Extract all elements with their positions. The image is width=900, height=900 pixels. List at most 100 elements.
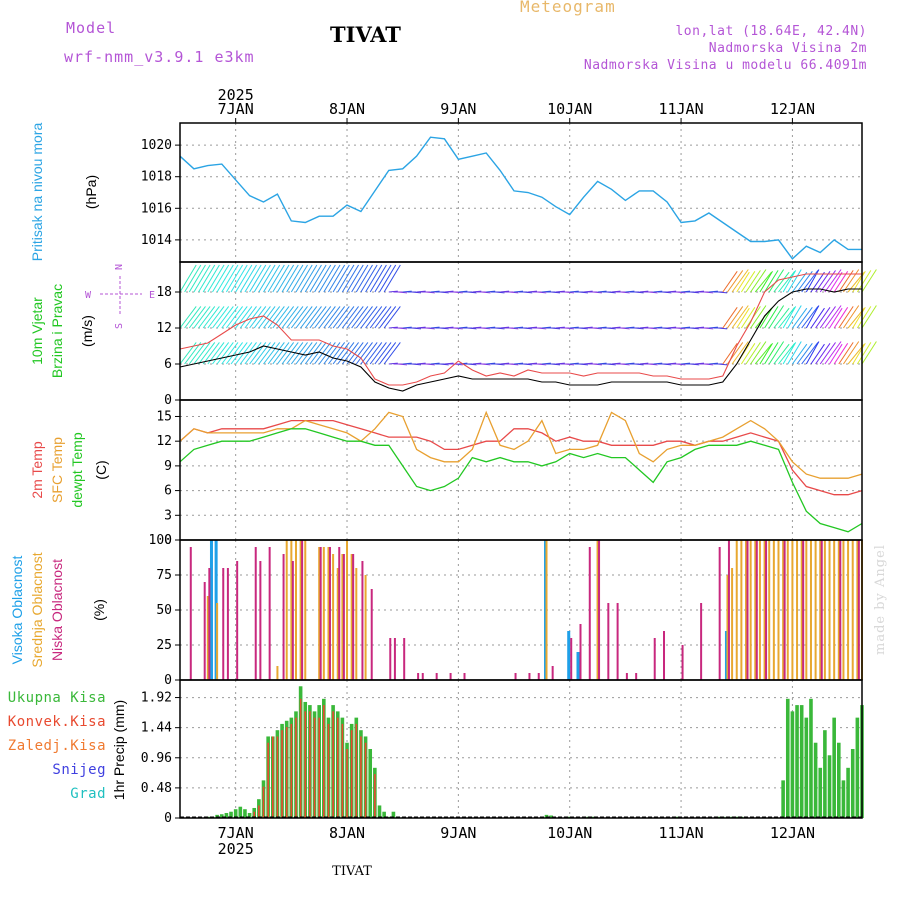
wind-arrow <box>379 306 397 329</box>
wind-arrow <box>625 362 635 365</box>
cloud-bar <box>635 673 638 680</box>
precip-unit-label: 1hr Precip (mm) <box>111 700 127 800</box>
wind-arrow <box>235 264 253 293</box>
wind-arrow <box>731 305 749 329</box>
wind-arrow <box>230 342 248 365</box>
wind-arrow <box>829 271 843 293</box>
wind-arrow <box>708 362 718 365</box>
wind-arrow <box>221 342 239 365</box>
precip-total-bar <box>795 705 799 818</box>
precip-legend-4: Grad <box>70 786 106 802</box>
cloud-bar <box>352 554 355 680</box>
wind-arrow <box>819 306 836 329</box>
y-tick-label: 100 <box>149 533 172 548</box>
cloud-bar <box>226 568 229 680</box>
wind-arrow <box>207 264 225 293</box>
wind-arrow <box>597 290 607 293</box>
wind-arrow <box>708 290 718 293</box>
panel-frame-precip <box>179 679 863 819</box>
y-tick-label: 1020 <box>141 138 172 153</box>
wind-arrow <box>374 342 392 365</box>
wind-arrow <box>759 343 773 365</box>
wind-arrow <box>676 291 686 294</box>
precip-total-bar <box>215 814 219 818</box>
wind-arrow <box>481 327 491 330</box>
precip-conv-bar <box>327 723 330 818</box>
wind-arrow <box>708 326 718 329</box>
wind-arrow <box>731 269 749 293</box>
wind-arrow <box>764 342 779 365</box>
wind-arrow <box>379 342 397 365</box>
wind-arrow <box>509 327 519 330</box>
wind-arrow <box>541 362 551 365</box>
wind-arrow <box>383 306 401 329</box>
wind-arrow <box>801 306 819 329</box>
y-tick-label: 6 <box>164 484 172 499</box>
precip-total-bar <box>809 698 813 818</box>
wind-arrow <box>648 327 658 330</box>
wind-arrow <box>782 270 797 293</box>
wind-arrow <box>565 291 575 294</box>
y-tick-label: 1018 <box>141 170 172 185</box>
wind-arrow <box>221 264 239 293</box>
pressure-side-label: Pritisak na nivou mora <box>29 123 45 262</box>
wind-arrow <box>551 327 561 330</box>
precip-conv-bar <box>350 730 353 818</box>
precip-total-bar <box>790 711 795 818</box>
wind-arrow <box>374 264 392 293</box>
precip-total-bar <box>238 806 243 818</box>
cloud-bar <box>839 540 842 680</box>
y-tick-label: 0 <box>164 533 172 548</box>
cloud-bar <box>545 540 548 680</box>
cloud-bar <box>726 575 729 680</box>
wind-arrow <box>782 306 797 329</box>
wind-arrow <box>300 306 318 329</box>
wind-arrow <box>472 362 482 365</box>
precip-total-bar <box>818 767 823 818</box>
wind-arrow <box>829 307 843 329</box>
wind-arrow <box>193 264 211 293</box>
cloud-bar <box>625 673 628 680</box>
precip-legend-0: Ukupna Kisa <box>8 690 106 706</box>
wind-arrow <box>230 264 248 293</box>
wind-arrow <box>263 264 281 293</box>
wind-arrow <box>286 264 304 293</box>
wind-arrow <box>838 306 854 329</box>
wind-arrow <box>272 342 290 365</box>
wind-arrow <box>411 363 422 366</box>
cloud-bar <box>823 540 826 680</box>
wind-arrow <box>355 342 373 365</box>
wind-arrow <box>764 270 779 293</box>
wind-arrow <box>221 306 239 329</box>
wind-arrow <box>337 342 355 365</box>
wind-arrow <box>416 362 426 365</box>
cloud-bar <box>598 540 601 680</box>
y-tick-label: 1014 <box>141 233 172 248</box>
cloud-bar <box>746 540 749 680</box>
cloud-bar <box>346 540 349 680</box>
wind-arrow <box>759 307 773 329</box>
precip-total-bar <box>799 705 804 818</box>
wind-arrow <box>676 327 686 330</box>
wind-arrow <box>337 264 355 293</box>
wind-arrow <box>565 327 575 330</box>
wind-arrow <box>239 306 257 329</box>
wind-arrow <box>592 327 602 330</box>
wind-arrow <box>639 290 649 293</box>
wind-arrow <box>764 306 779 329</box>
cloud-bar <box>791 540 794 680</box>
wind-arrow <box>792 271 808 293</box>
precip-total-bar <box>850 749 855 818</box>
wind-arrow <box>787 269 802 293</box>
cloud-bar <box>768 540 771 680</box>
wind-arrow <box>592 291 602 294</box>
cloud-bar <box>576 652 580 680</box>
wind-arrow <box>681 290 691 293</box>
wind-arrow <box>444 326 454 329</box>
cloud-bar <box>607 603 610 680</box>
wind-arrow <box>369 342 387 365</box>
wind-arrow <box>212 306 230 329</box>
wind-arrow <box>272 306 290 329</box>
wind-arrow <box>792 307 808 329</box>
cloud-bar <box>294 540 297 680</box>
